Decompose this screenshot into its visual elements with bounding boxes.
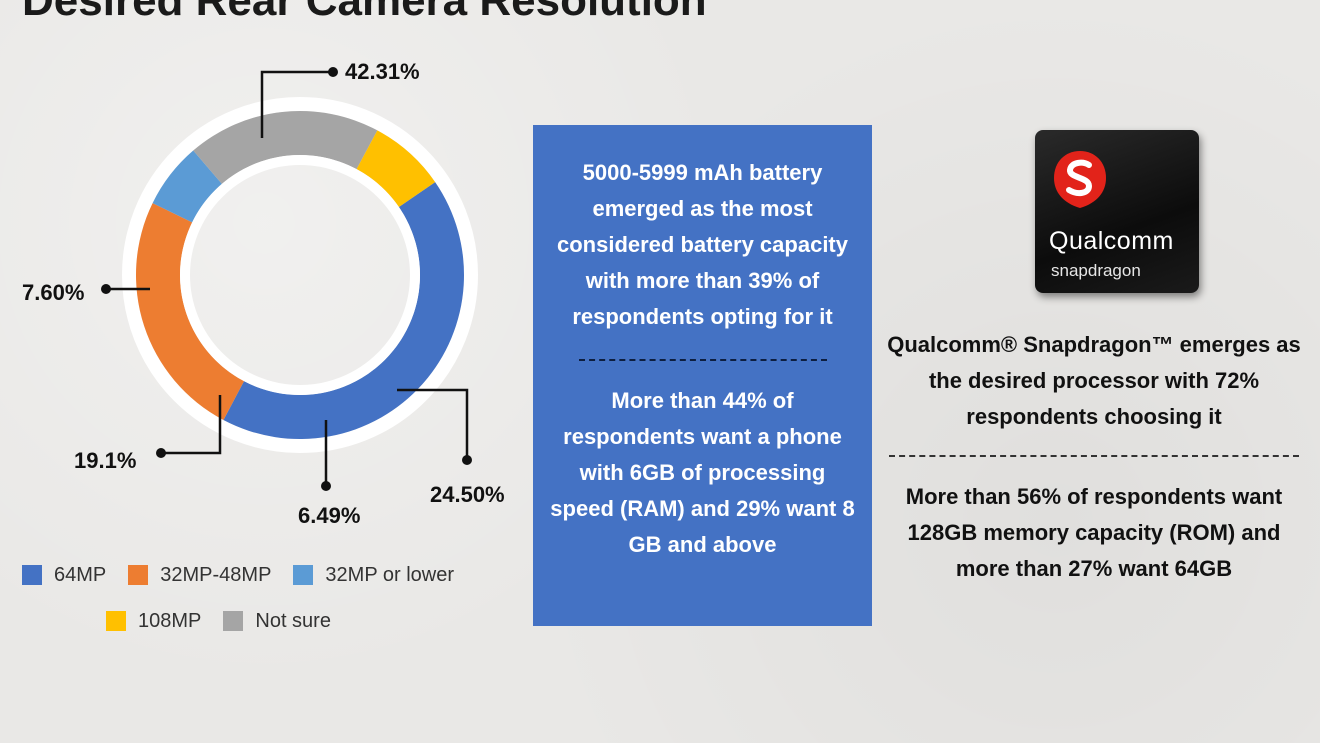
donut-chart bbox=[101, 67, 478, 491]
callout-32-48mp-line bbox=[397, 388, 469, 456]
legend-swatch-32-48mp bbox=[128, 565, 149, 585]
slice-32-48mp bbox=[136, 203, 245, 421]
battery-text: 5000-5999 mAh battery emerged as the mos… bbox=[556, 160, 848, 329]
legend-item-108mp: 108MP bbox=[106, 610, 201, 633]
callout-not-sure-dot bbox=[156, 448, 166, 458]
chip-brand-text: Qualcomm bbox=[1049, 227, 1174, 255]
qualcomm-chip-image: Qualcomm snapdragon bbox=[1035, 130, 1199, 293]
legend-swatch-64mp bbox=[22, 565, 42, 585]
chart-title: Desired Rear Camera Resolution bbox=[22, 0, 707, 25]
callout-64mp-line bbox=[260, 70, 330, 138]
legend-label-64mp: 64MP bbox=[54, 563, 107, 586]
slice-64mp bbox=[223, 182, 465, 439]
legend-item-not-sure: Not sure bbox=[223, 610, 331, 633]
panel-divider bbox=[578, 359, 827, 361]
chip-sub-text: snapdragon bbox=[1051, 261, 1141, 280]
legend-swatch-108mp bbox=[106, 611, 126, 631]
legend-label-not-sure: Not sure bbox=[255, 609, 331, 632]
callout-not-sure-line bbox=[164, 395, 222, 455]
label-64mp-pct: 42.31% bbox=[345, 59, 420, 84]
donut-inner-ring bbox=[180, 155, 420, 395]
processor-divider bbox=[889, 455, 1299, 457]
callout-64mp-dot bbox=[328, 67, 338, 77]
callout-32-48mp-dot bbox=[462, 455, 472, 465]
processor-panel: Qualcomm® Snapdragon™ emerges as the des… bbox=[880, 327, 1308, 587]
legend-item-32-48mp: 32MP-48MP bbox=[128, 564, 271, 587]
legend-swatch-32mp-lower bbox=[293, 565, 314, 585]
legend-item-64mp: 64MP bbox=[22, 564, 106, 587]
processor-text: Qualcomm® Snapdragon™ emerges as the des… bbox=[887, 332, 1301, 429]
memory-text: More than 56% of respondents want 128GB … bbox=[905, 484, 1283, 581]
chart-legend: 64MP 32MP-48MP 32MP or lower 108MP Not s… bbox=[22, 563, 522, 655]
slice-not-sure bbox=[193, 111, 378, 184]
label-not-sure-pct: 19.1% bbox=[74, 448, 137, 473]
battery-ram-panel: 5000-5999 mAh battery emerged as the mos… bbox=[533, 125, 872, 626]
legend-label-32mp-lower: 32MP or lower bbox=[325, 563, 454, 586]
label-32-48mp-pct: 24.50% bbox=[430, 482, 505, 507]
legend-label-108mp: 108MP bbox=[138, 609, 202, 632]
legend-label-32-48mp: 32MP-48MP bbox=[160, 563, 272, 586]
label-108mp-pct: 7.60% bbox=[22, 280, 85, 305]
slice-32mp-lower bbox=[152, 150, 222, 223]
legend-item-32mp-lower: 32MP or lower bbox=[293, 564, 454, 587]
label-32mp-lower-pct: 6.49% bbox=[298, 503, 361, 528]
slice-108mp bbox=[356, 130, 436, 208]
legend-swatch-not-sure bbox=[223, 611, 244, 631]
callout-108mp-dot bbox=[101, 284, 111, 294]
callout-32mp-lower-dot bbox=[321, 481, 331, 491]
snapdragon-logo-icon bbox=[1054, 151, 1106, 208]
ram-text: More than 44% of respondents want a phon… bbox=[550, 388, 855, 557]
donut-outer-ring bbox=[122, 97, 478, 453]
